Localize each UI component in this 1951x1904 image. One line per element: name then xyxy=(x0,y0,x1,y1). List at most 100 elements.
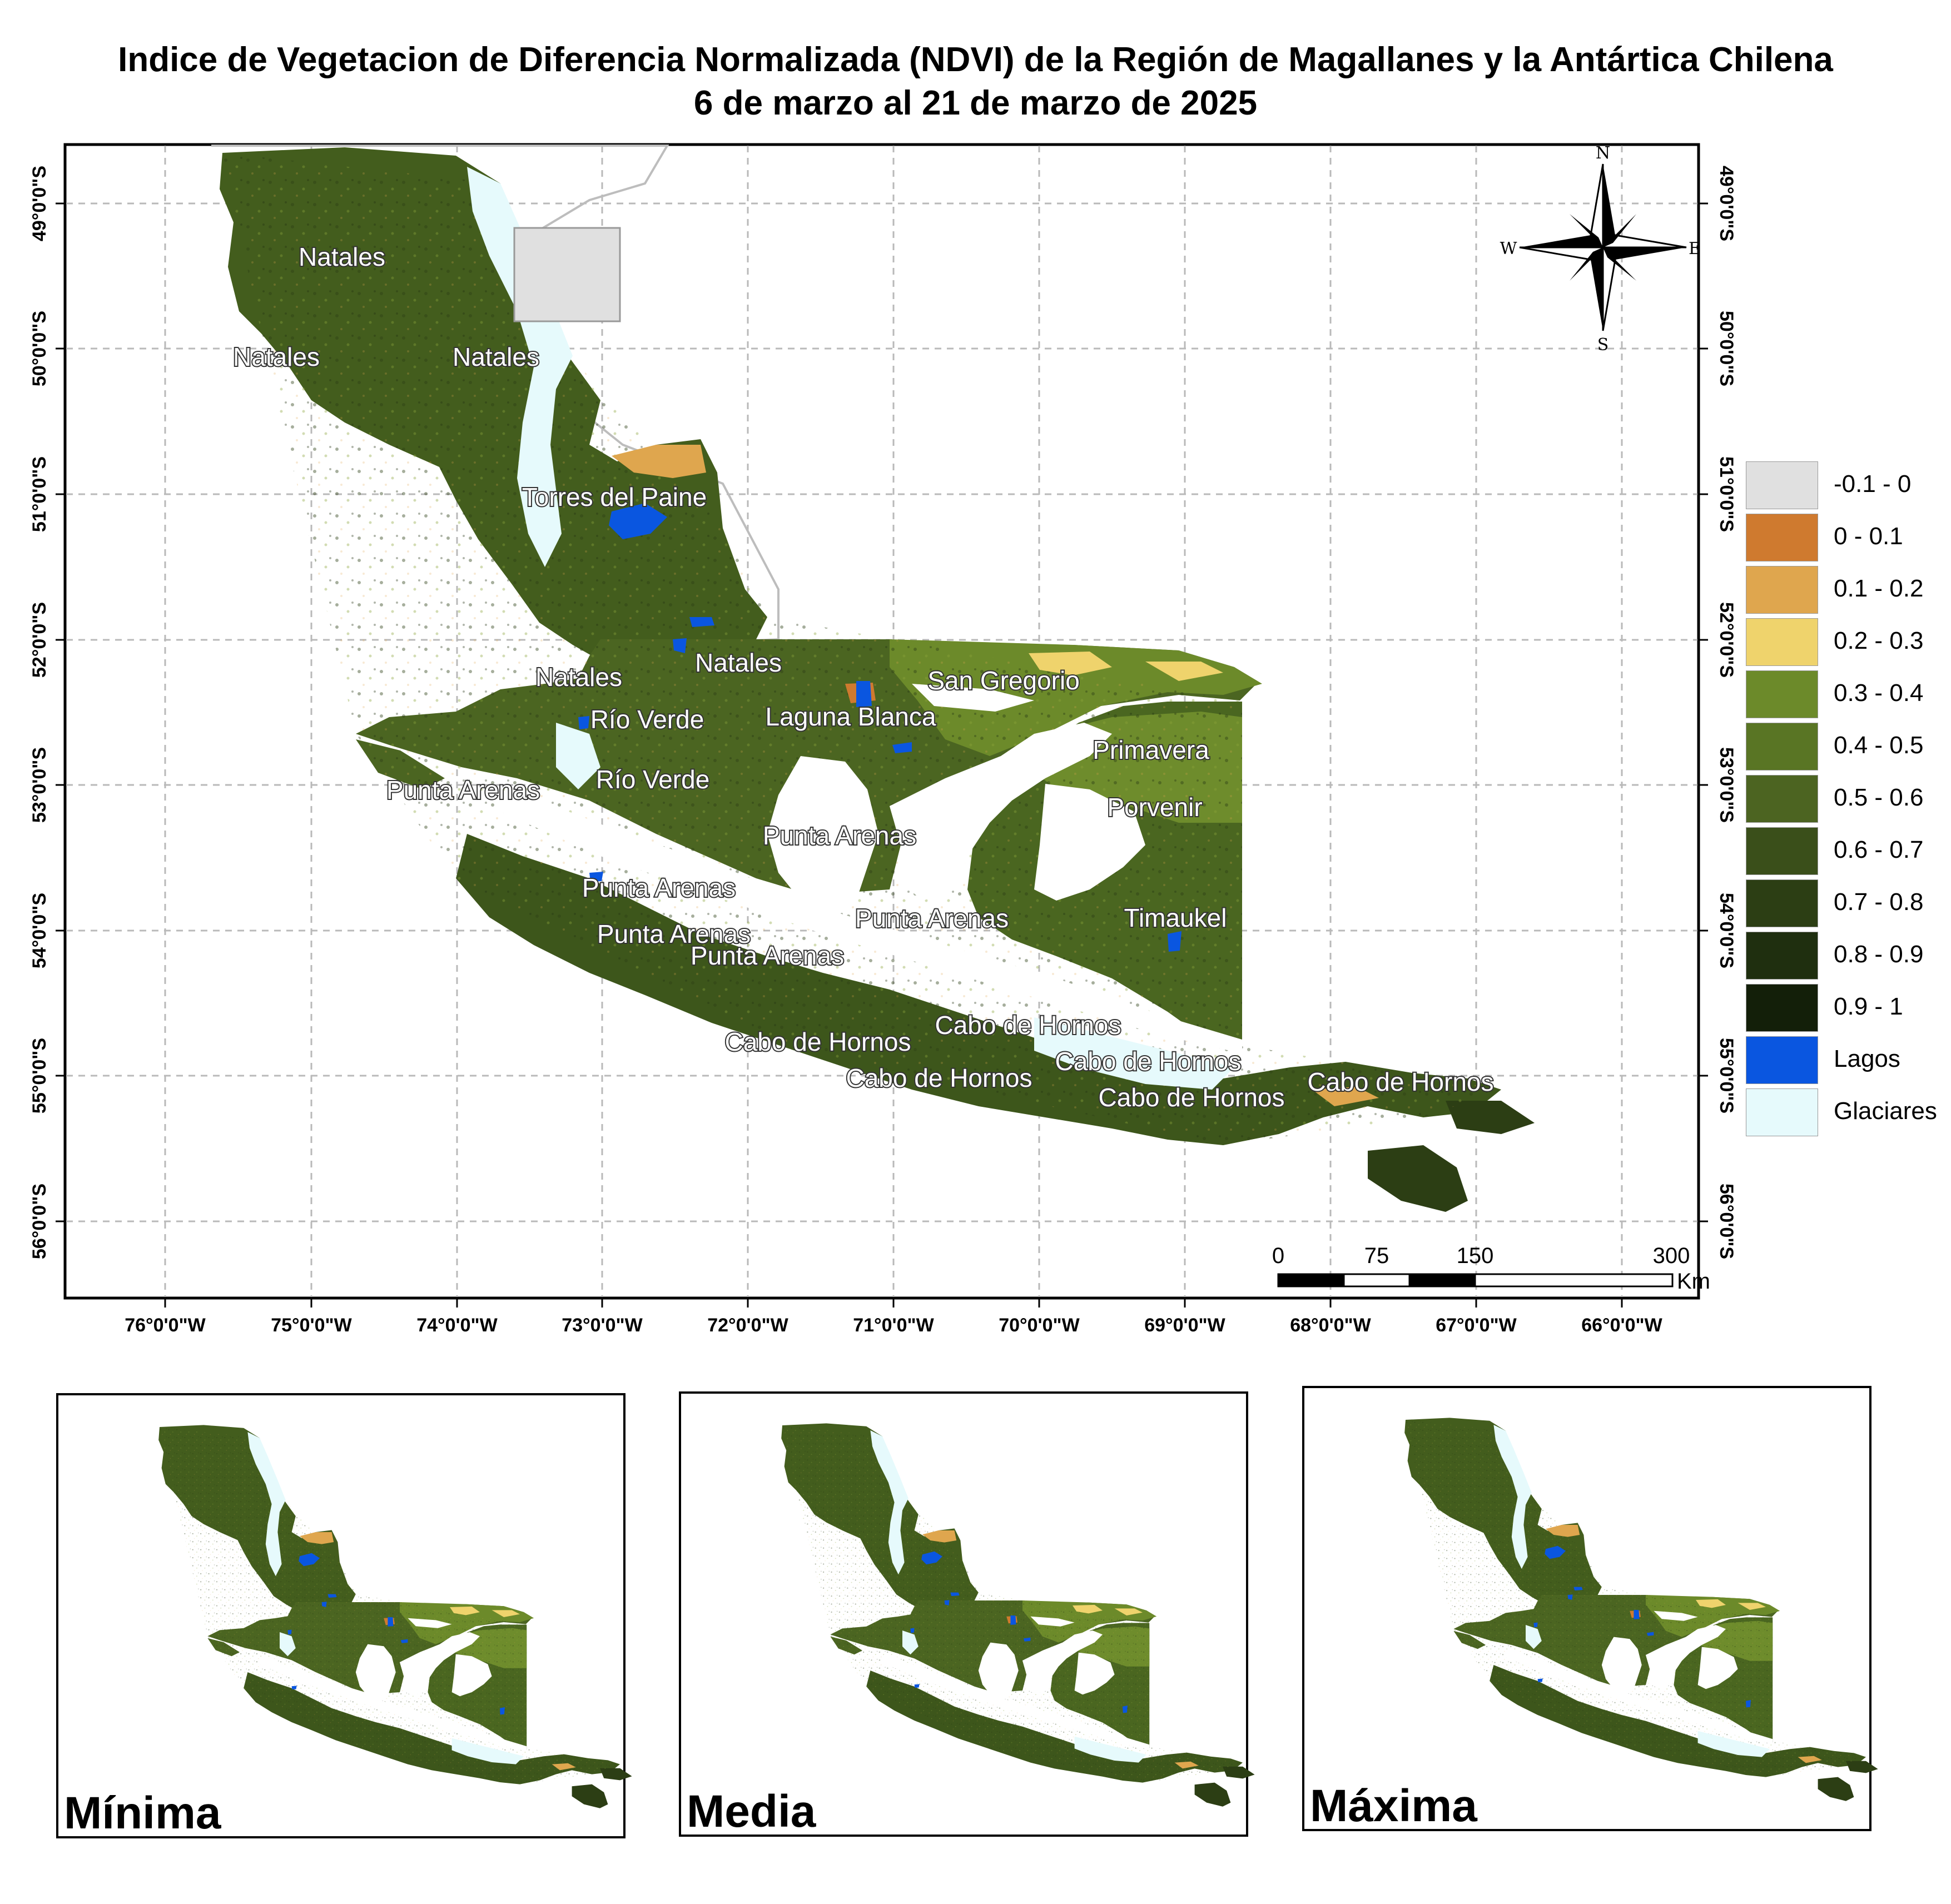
lat-tick-label-right: 51°0'0"S xyxy=(1716,456,1737,532)
scale-unit: Km xyxy=(1677,1269,1710,1294)
inset-map: Máxima xyxy=(1302,1386,1878,1831)
west-label: W xyxy=(1500,239,1517,258)
legend-label: 0.8 - 0.9 xyxy=(1834,941,1924,968)
scale-bar: 0 75 150 300 Km xyxy=(1272,1244,1710,1294)
lon-tick-label: 69°0'0"W xyxy=(1144,1315,1225,1336)
scale-label-150: 150 xyxy=(1457,1244,1494,1268)
place-label: Punta Arenas xyxy=(597,919,751,948)
legend-label: 0.6 - 0.7 xyxy=(1834,836,1924,863)
legend-label: 0.2 - 0.3 xyxy=(1834,627,1924,654)
lat-tick-label-left: 54°0'0"S xyxy=(29,893,50,968)
legend-label: 0.4 - 0.5 xyxy=(1834,732,1924,759)
longitude-ticks: 76°0'0"W 75°0'0"W 74°0'0"W 73°0'0"W 72°0'0"W… xyxy=(125,1298,1663,1336)
legend-swatch xyxy=(1746,461,1818,509)
legend-swatch xyxy=(1746,514,1818,561)
legend-swatch xyxy=(1746,984,1818,1032)
latitude-ticks: 49°0'0"S 49°0'0"S 50°0'0"S 50°0'0"S 51°0'0"S… xyxy=(29,166,1737,1259)
place-label: Natales xyxy=(299,242,385,271)
place-label: Cabo de Hornos xyxy=(935,1011,1121,1040)
legend-label: Glaciares xyxy=(1834,1097,1937,1125)
legend-swatch xyxy=(1746,566,1818,614)
inset-label: Máxima xyxy=(1310,1781,1478,1831)
lat-tick-label-right: 50°0'0"S xyxy=(1716,311,1737,386)
place-labels: Natales Natales Natales Torres del Paine Nat… xyxy=(232,241,1495,1113)
legend-swatch xyxy=(1746,670,1818,718)
lon-tick-label: 71°0'0"W xyxy=(853,1315,934,1336)
legend-label: 0.1 - 0.2 xyxy=(1834,575,1924,602)
lat-tick-label-right: 55°0'0"S xyxy=(1716,1038,1737,1113)
lon-tick-label: 72°0'0"W xyxy=(707,1315,788,1336)
east-label: E xyxy=(1689,239,1701,258)
locator-box xyxy=(513,227,621,322)
water-bodies xyxy=(467,167,1242,1090)
place-label: Cabo de Hornos xyxy=(1055,1047,1242,1076)
legend-label: 0 - 0.1 xyxy=(1834,523,1903,550)
place-label: Natales xyxy=(453,342,539,371)
legend-label: 0.9 - 1 xyxy=(1834,993,1903,1020)
place-label: San Gregorio xyxy=(927,666,1080,695)
lat-tick-label-left: 52°0'0"S xyxy=(29,602,50,678)
place-label: Punta Arenas xyxy=(691,941,844,970)
place-label: Punta Arenas xyxy=(582,873,736,902)
place-label: Punta Arenas xyxy=(763,821,916,850)
lat-tick-label-right: 52°0'0"S xyxy=(1716,602,1737,678)
legend-swatch xyxy=(1746,723,1818,770)
lat-tick-label-right: 49°0'0"S xyxy=(1716,166,1737,241)
legend-label: 0.7 - 0.8 xyxy=(1834,888,1924,916)
inset-label: Media xyxy=(687,1786,817,1837)
place-label: Río Verde xyxy=(590,705,704,734)
lat-tick-label-right: 53°0'0"S xyxy=(1716,747,1737,823)
lon-tick-label: 70°0'0"W xyxy=(999,1315,1080,1336)
place-label: Cabo de Hornos xyxy=(1308,1067,1494,1096)
legend-swatch xyxy=(1746,618,1818,666)
place-label: Río Verde xyxy=(596,765,710,794)
place-label: Punta Arenas xyxy=(855,904,1009,933)
legend-label: 0.5 - 0.6 xyxy=(1834,784,1924,811)
lon-tick-label: 74°0'0"W xyxy=(416,1315,498,1336)
inset-map: Mínima xyxy=(56,1393,632,1838)
place-label: Cabo de Hornos xyxy=(725,1027,911,1056)
lat-tick-label-right: 54°0'0"S xyxy=(1716,893,1737,968)
lon-tick-label: 73°0'0"W xyxy=(562,1315,643,1336)
legend-swatch xyxy=(1746,932,1818,980)
north-label: N xyxy=(1596,143,1610,163)
lon-tick-label: 67°0'0"W xyxy=(1436,1315,1517,1336)
legend-swatch xyxy=(1746,1088,1818,1136)
lat-tick-label-left: 55°0'0"S xyxy=(29,1038,50,1113)
inset-map: Media xyxy=(679,1391,1255,1837)
lon-tick-label: 68°0'0"W xyxy=(1290,1315,1371,1336)
place-label: Timaukel xyxy=(1124,903,1227,932)
inset-maps: Mínima xyxy=(56,1386,1878,1838)
map-title: Indice de Vegetacion de Diferencia Norma… xyxy=(118,41,1833,79)
legend-swatch xyxy=(1746,1036,1818,1084)
inset-label: Mínima xyxy=(64,1788,222,1838)
place-label: Punta Arenas xyxy=(386,775,540,804)
legend-swatch xyxy=(1746,775,1818,823)
map-subtitle: 6 de marzo al 21 de marzo de 2025 xyxy=(693,84,1258,122)
scale-label-300: 300 xyxy=(1653,1244,1690,1268)
place-label: Laguna Blanca xyxy=(766,702,936,731)
legend-label: Lagos xyxy=(1834,1045,1900,1072)
legend-swatch xyxy=(1746,879,1818,927)
place-label: Cabo de Hornos xyxy=(846,1063,1032,1092)
legend-swatch xyxy=(1746,827,1818,875)
scale-label-75: 75 xyxy=(1364,1244,1389,1268)
lat-tick-label-left: 53°0'0"S xyxy=(29,747,50,823)
lon-tick-label: 76°0'0"W xyxy=(125,1315,206,1336)
north-arrow-icon: N S E W xyxy=(1500,143,1701,355)
place-label: Torres del Paine xyxy=(522,483,707,511)
place-label: Natales xyxy=(695,648,782,677)
place-label: Natales xyxy=(535,663,622,692)
place-label: Natales xyxy=(233,342,320,371)
legend-label: 0.3 - 0.4 xyxy=(1834,679,1924,707)
water-bodies xyxy=(247,1432,527,1764)
lat-tick-label-right: 56°0'0"S xyxy=(1716,1184,1737,1259)
place-label: Porvenir xyxy=(1107,793,1202,822)
lat-tick-label-left: 50°0'0"S xyxy=(29,311,50,386)
lat-tick-label-left: 51°0'0"S xyxy=(29,456,50,532)
lat-tick-label-left: 49°0'0"S xyxy=(29,166,50,241)
legend-label: -0.1 - 0 xyxy=(1834,470,1912,498)
scale-label-0: 0 xyxy=(1272,1244,1284,1268)
place-label: Primavera xyxy=(1093,735,1209,764)
